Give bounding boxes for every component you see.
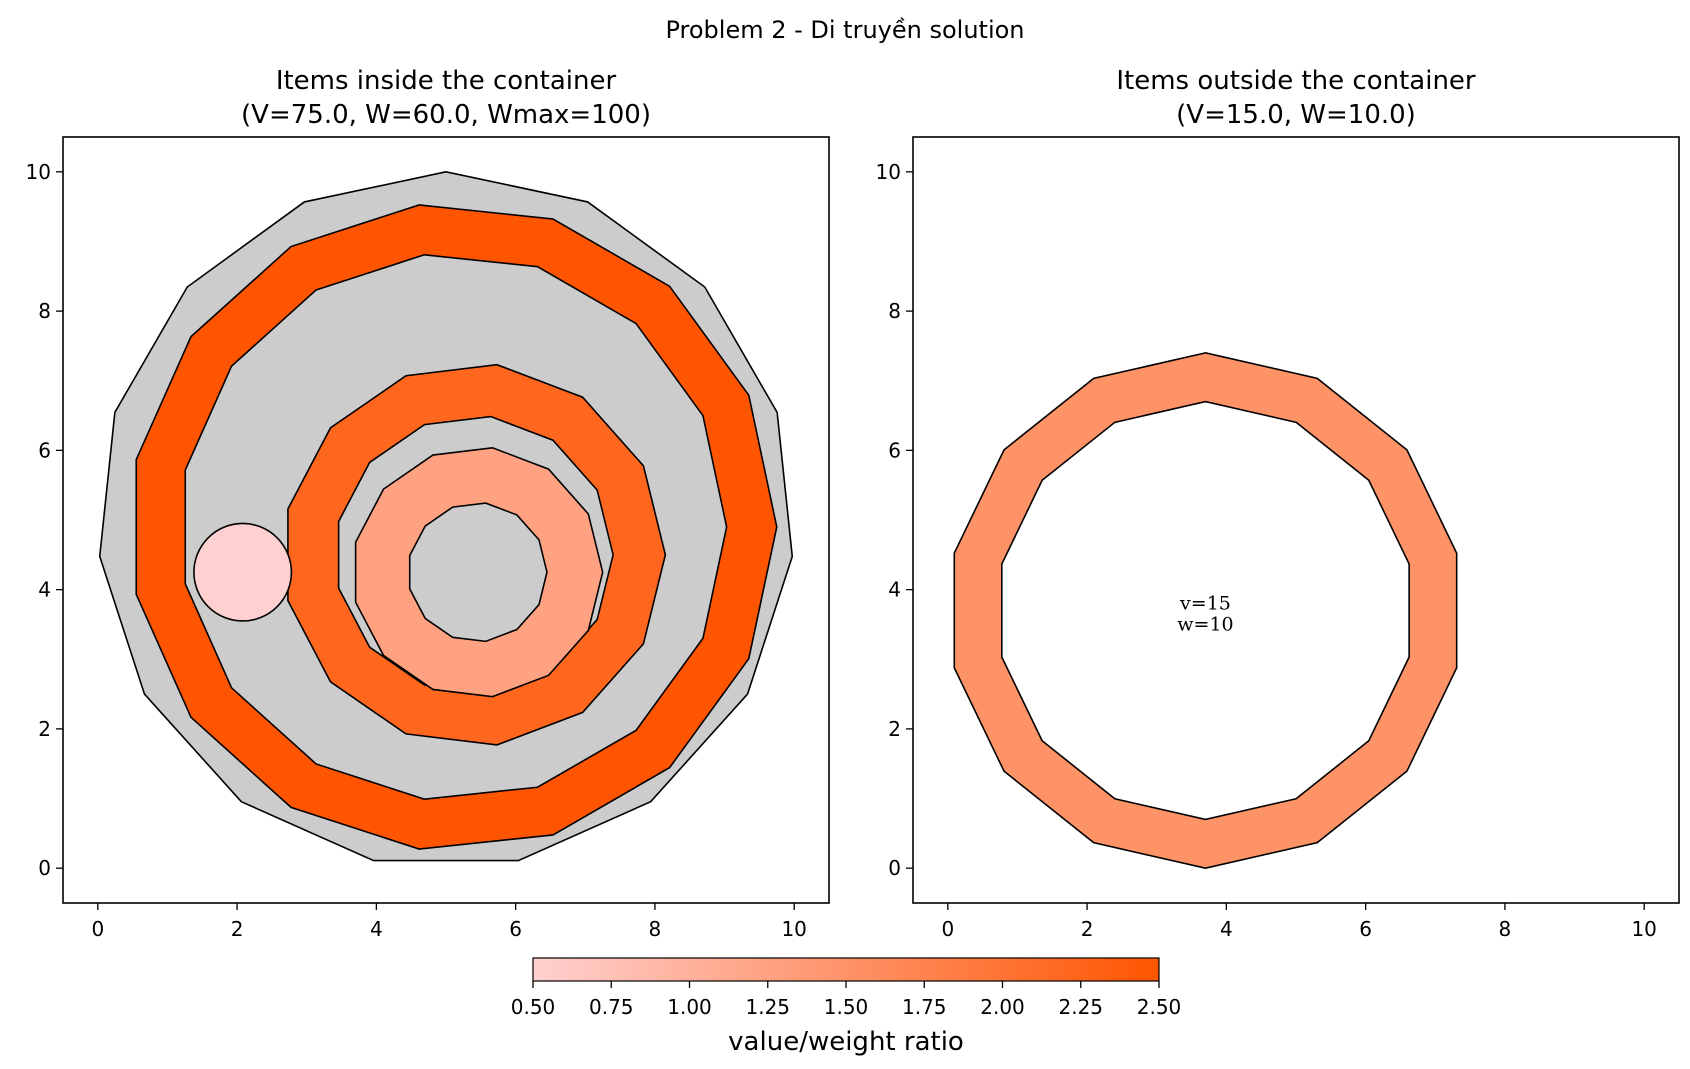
colorbar: 0.50 0.75 1.00 1.25 1.50 1.75 2.00 2.25 2.50 val… bbox=[511, 957, 1182, 1057]
x-tick-label: 4 bbox=[370, 917, 383, 941]
plot-area-inside bbox=[98, 171, 794, 862]
x-tick-label: 6 bbox=[509, 917, 522, 941]
y-tick-label: 2 bbox=[38, 717, 51, 741]
colorbar-tick-label: 0.50 bbox=[511, 995, 556, 1019]
x-tick-label: 8 bbox=[1499, 917, 1512, 941]
colorbar-tick-label: 2.00 bbox=[980, 995, 1025, 1019]
x-tick-label: 6 bbox=[1359, 917, 1372, 941]
item-value-label: v=15 bbox=[1179, 593, 1231, 615]
item-weight-label: w=10 bbox=[1177, 614, 1233, 636]
axes-outside-title-line2: (V=15.0, W=10.0) bbox=[1176, 100, 1416, 130]
container-polygon bbox=[98, 171, 794, 862]
axes-outside-title-line1: Items outside the container bbox=[1116, 66, 1476, 96]
y-tick-label: 0 bbox=[38, 856, 51, 880]
ticks-outside: 0 2 4 6 8 10 0 2 4 6 8 10 bbox=[876, 160, 1657, 941]
y-tick-label: 10 bbox=[26, 160, 51, 184]
x-tick-label: 0 bbox=[91, 917, 104, 941]
axes-inside-title-line1: Items inside the container bbox=[276, 66, 617, 96]
x-tick-label: 8 bbox=[649, 917, 662, 941]
x-tick-label: 10 bbox=[1631, 917, 1656, 941]
x-tick-label: 2 bbox=[231, 917, 244, 941]
axes-outside: Items outside the container (V=15.0, W=1… bbox=[876, 66, 1680, 941]
axes-inside: Items inside the container (V=75.0, W=60… bbox=[26, 66, 830, 941]
y-tick-label: 4 bbox=[888, 578, 901, 602]
y-tick-label: 8 bbox=[888, 299, 901, 323]
x-tick-label: 2 bbox=[1081, 917, 1094, 941]
colorbar-tick-label: 0.75 bbox=[589, 995, 634, 1019]
y-tick-label: 4 bbox=[38, 578, 51, 602]
colorbar-gradient bbox=[532, 957, 1160, 982]
axes-inside-title-line2: (V=75.0, W=60.0, Wmax=100) bbox=[241, 100, 651, 130]
y-tick-label: 0 bbox=[888, 856, 901, 880]
item-circle bbox=[193, 522, 293, 622]
colorbar-label: value/weight ratio bbox=[728, 1027, 964, 1057]
y-tick-label: 6 bbox=[38, 438, 51, 462]
colorbar-tick-label: 1.75 bbox=[902, 995, 947, 1019]
colorbar-tick-label: 1.50 bbox=[824, 995, 869, 1019]
y-tick-label: 2 bbox=[888, 717, 901, 741]
colorbar-tick-label: 1.00 bbox=[667, 995, 712, 1019]
y-tick-label: 10 bbox=[876, 160, 901, 184]
x-tick-label: 0 bbox=[941, 917, 954, 941]
colorbar-ticks: 0.50 0.75 1.00 1.25 1.50 1.75 2.00 2.25 2.50 bbox=[511, 981, 1182, 1019]
axes-inside-frame bbox=[62, 136, 830, 904]
plot-area-outside: v=15w=10 bbox=[953, 352, 1458, 870]
colorbar-tick-label: 2.25 bbox=[1058, 995, 1103, 1019]
axes-outside-frame bbox=[912, 136, 1680, 904]
colorbar-tick-label: 2.50 bbox=[1137, 995, 1182, 1019]
item-ring-0 bbox=[135, 204, 778, 850]
ticks-inside: 0 2 4 6 8 10 0 2 4 6 8 10 bbox=[26, 160, 807, 941]
x-tick-label: 4 bbox=[1220, 917, 1233, 941]
item-ring-0 bbox=[953, 352, 1458, 870]
x-tick-label: 10 bbox=[781, 917, 806, 941]
item-ring-2 bbox=[354, 446, 604, 698]
y-tick-label: 8 bbox=[38, 299, 51, 323]
colorbar-tick-label: 1.25 bbox=[745, 995, 790, 1019]
figure-suptitle: Problem 2 - Di truyền solution bbox=[665, 16, 1024, 44]
y-tick-label: 6 bbox=[888, 438, 901, 462]
